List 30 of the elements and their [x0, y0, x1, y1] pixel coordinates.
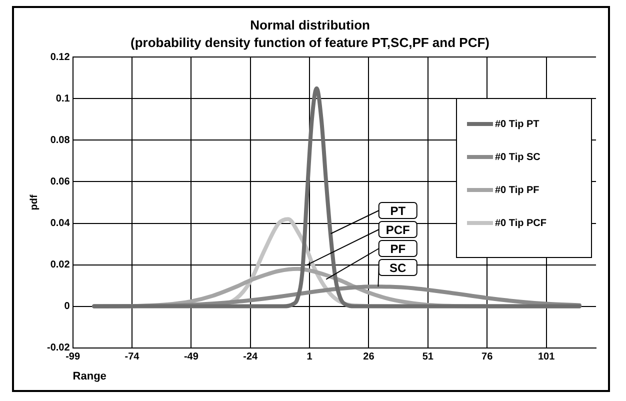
- y-tick-label: 0.12: [50, 52, 70, 63]
- legend-label: #0 Tip PF: [495, 184, 540, 196]
- y-tick-label: 0.04: [50, 218, 70, 230]
- chart-subtitle: (probability density function of feature PT,SC,PF and PCF): [130, 34, 490, 50]
- y-axis-title: pdf: [28, 194, 40, 210]
- y-tick-label: 0.1: [56, 93, 70, 104]
- line-series: [92, 86, 582, 308]
- x-tick-label: -49: [184, 352, 199, 363]
- annotation: PF: [390, 242, 406, 256]
- legend-label: #0 Tip PCF: [495, 218, 546, 229]
- legend-label: #0 Tip PT: [495, 118, 540, 130]
- y-tick-label: 0: [64, 301, 70, 312]
- x-tick-label: -99: [66, 352, 80, 363]
- annotation: PT: [390, 204, 406, 218]
- x-tick-label: 51: [422, 352, 434, 363]
- x-tick-label: -74: [124, 352, 140, 363]
- x-tick-label: 26: [363, 352, 375, 363]
- annotation: SC: [390, 260, 407, 275]
- annotation: PCF: [386, 222, 410, 237]
- x-tick-label: -24: [243, 352, 258, 363]
- y-tick-label: 0.02: [50, 260, 70, 271]
- legend-label: #0 Tip SC: [495, 152, 540, 163]
- chart-title: Normal distribution: [250, 17, 370, 32]
- x-axis-title: Range: [72, 370, 106, 382]
- x-tick-label: 76: [482, 352, 494, 363]
- x-tick-label: 1: [306, 352, 313, 363]
- x-tick-label: 101: [538, 352, 556, 363]
- y-tick-label: -0.02: [46, 342, 70, 354]
- y-tick-label: 0.06: [50, 176, 70, 188]
- y-tick-label: 0.08: [50, 134, 70, 146]
